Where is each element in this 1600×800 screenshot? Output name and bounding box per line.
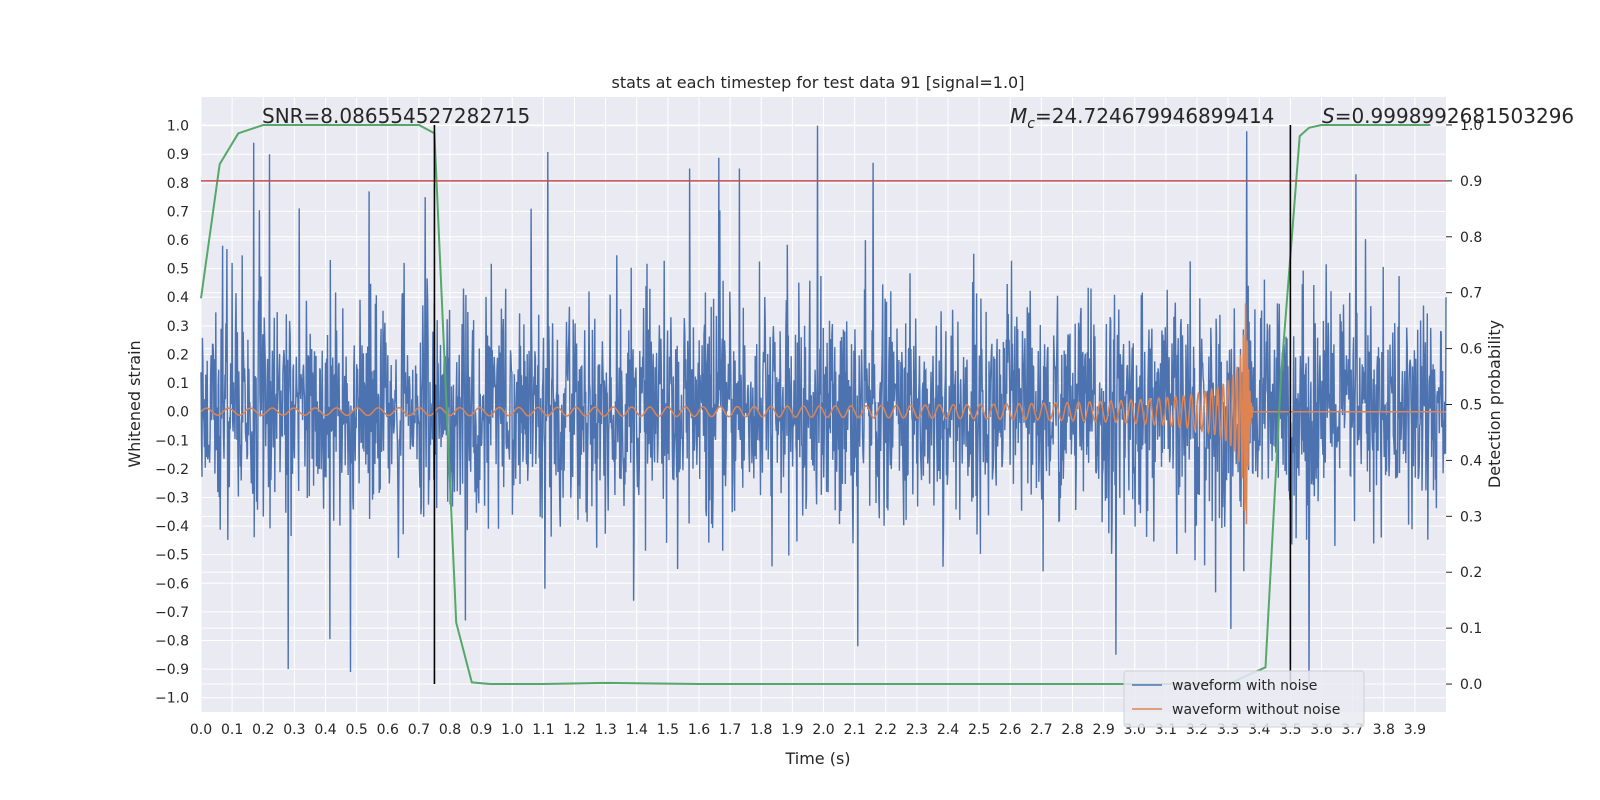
y-tick-label: −0.2 <box>155 462 189 478</box>
x-tick-label: 0.2 <box>252 722 274 738</box>
y-tick-label: −0.9 <box>155 662 189 678</box>
x-tick-label: 0.0 <box>190 722 212 738</box>
series-waveform-without-noise <box>200 303 1446 525</box>
y-tick-label: −0.6 <box>155 576 189 592</box>
y-tick-label: 0.2 <box>167 347 189 363</box>
y-axis-label: Whitened strain <box>125 340 144 467</box>
x-tick-label: 0.9 <box>470 722 492 738</box>
y2-axis-label: Detection probability <box>1485 320 1504 488</box>
chirp-mass-annotation: Mc=24.724679946899414 <box>1010 104 1274 132</box>
x-tick-label: 2.5 <box>968 722 990 738</box>
x-tick-label: 1.4 <box>626 722 648 738</box>
x-tick-label: 2.7 <box>1030 722 1052 738</box>
x-tick-label: 2.3 <box>906 722 928 738</box>
legend-label-noise: waveform with noise <box>1172 678 1317 694</box>
y-tick-label: −0.8 <box>155 633 189 649</box>
y-tick-label: 0.4 <box>167 290 189 306</box>
y2-tick-label: 0.5 <box>1460 398 1482 414</box>
x-tick-label: 0.8 <box>439 722 461 738</box>
chirp-mass-subscript: c <box>1027 116 1035 132</box>
series-layer <box>200 124 1447 687</box>
y-tick-label: 0.9 <box>167 147 189 163</box>
x-tick-label: 2.6 <box>999 722 1021 738</box>
y2-tick-label: 0.4 <box>1460 453 1482 469</box>
chart-title: stats at each timestep for test data 91 … <box>612 73 1025 92</box>
y2-tick-label: 0.3 <box>1460 509 1482 525</box>
x-tick-label: 2.8 <box>1061 722 1083 738</box>
series-waveform-with-noise <box>200 125 1447 687</box>
x-tick-label: 2.1 <box>843 722 865 738</box>
y-tick-label: 1.0 <box>167 119 189 135</box>
x-tick-label: 1.9 <box>781 722 803 738</box>
y-tick-label: −0.4 <box>155 519 189 535</box>
y2-tick-label: 0.8 <box>1460 230 1482 246</box>
x-tick-label: 1.2 <box>563 722 585 738</box>
y-axis-ticks: 1.0 0.9 0.8 0.7 0.6 0.5 0.4 0.3 0.2 0.1 0.0 −0.1 −0.… <box>155 119 189 707</box>
x-tick-label: 0.6 <box>377 722 399 738</box>
y2-tick-label: 0.2 <box>1460 565 1482 581</box>
series-detection-probability <box>200 124 1431 685</box>
snr-annotation: SNR=8.086554527282715 <box>262 104 530 128</box>
score-symbol: S <box>1322 104 1335 128</box>
x-tick-label: 3.9 <box>1404 722 1426 738</box>
y2-tick-label: 0.9 <box>1460 174 1482 190</box>
x-tick-label: 0.5 <box>345 722 367 738</box>
chirp-mass-value: =24.724679946899414 <box>1035 104 1274 128</box>
x-tick-label: 1.3 <box>594 722 616 738</box>
marker-layer <box>201 124 1446 685</box>
y-tick-label: −1.0 <box>155 691 189 707</box>
x-tick-label: 2.9 <box>1092 722 1114 738</box>
x-tick-label: 1.1 <box>532 722 554 738</box>
x-tick-label: 1.5 <box>657 722 679 738</box>
y-tick-label: 0.7 <box>167 204 189 220</box>
x-tick-label: 2.2 <box>875 722 897 738</box>
score-annotation: S=0.9998992681503296 <box>1322 104 1574 128</box>
x-tick-label: 1.6 <box>688 722 710 738</box>
y-tick-label: −0.1 <box>155 433 189 449</box>
score-value: =0.9998992681503296 <box>1335 104 1574 128</box>
y-tick-label: 0.0 <box>167 405 189 421</box>
y2-tick-label: 0.7 <box>1460 286 1482 302</box>
legend-box <box>1123 670 1365 728</box>
y-tick-label: 0.6 <box>167 233 189 249</box>
y-tick-label: −0.7 <box>155 605 189 621</box>
x-tick-label: 2.0 <box>812 722 834 738</box>
y-tick-label: 0.3 <box>167 319 189 335</box>
y2-tick-label: 0.6 <box>1460 342 1482 358</box>
y-tick-label: −0.3 <box>155 490 189 506</box>
y2-axis-ticks: 1.0 0.9 0.8 0.7 0.6 0.5 0.4 0.3 0.2 0.1 0.0 <box>1446 118 1482 693</box>
x-tick-label: 3.8 <box>1373 722 1395 738</box>
y-tick-label: 0.1 <box>167 376 189 392</box>
x-tick-label: 0.7 <box>408 722 430 738</box>
legend: waveform with noise waveform without noi… <box>1123 670 1365 728</box>
x-tick-label: 0.4 <box>314 722 336 738</box>
y-tick-label: −0.5 <box>155 548 189 564</box>
chirp-mass-symbol: M <box>1010 104 1027 128</box>
y-tick-label: 0.8 <box>167 176 189 192</box>
x-tick-label: 2.4 <box>937 722 959 738</box>
x-tick-label: 0.3 <box>283 722 305 738</box>
x-tick-label: 1.0 <box>501 722 523 738</box>
legend-label-clean: waveform without noise <box>1172 702 1340 718</box>
x-tick-label: 1.7 <box>719 722 741 738</box>
y2-tick-label: 1.0 <box>1460 118 1482 134</box>
x-tick-label: 0.1 <box>221 722 243 738</box>
horizontal-gridlines <box>201 125 1446 699</box>
x-axis-label: Time (s) <box>784 749 850 768</box>
y2-tick-label: 0.1 <box>1460 621 1482 637</box>
x-tick-label: 1.8 <box>750 722 772 738</box>
y2-tick-label: 0.0 <box>1460 677 1482 693</box>
y-tick-label: 0.5 <box>167 262 189 278</box>
